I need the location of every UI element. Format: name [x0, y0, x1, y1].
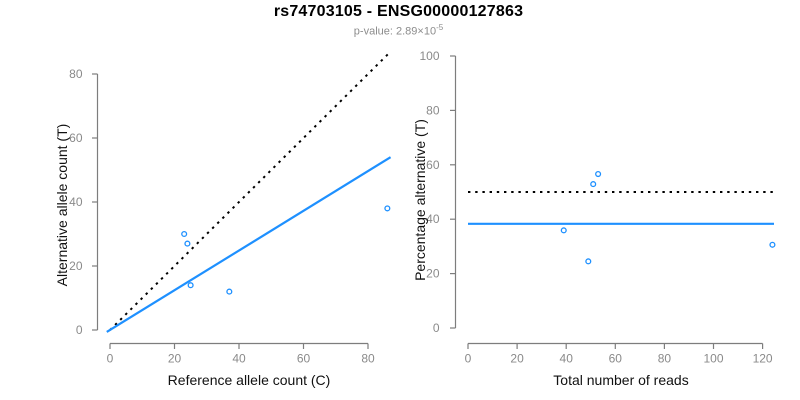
- p-value-subtitle: p-value: 2.89×10-5: [0, 23, 797, 38]
- y-tick-label: 100: [419, 49, 439, 63]
- right-x-axis-title: Total number of reads: [553, 372, 689, 388]
- data-point: [590, 181, 597, 188]
- x-tick-label: 0: [107, 352, 114, 366]
- data-point: [585, 258, 592, 265]
- y-tick-label: 20: [69, 259, 83, 273]
- left-y-axis-title: Alternative allele count (T): [54, 123, 70, 287]
- x-tick-label: 0: [465, 352, 472, 366]
- x-tick-label: 100: [703, 352, 723, 366]
- data-point: [184, 240, 191, 247]
- x-tick-label: 60: [609, 352, 623, 366]
- left-x-axis-title: Reference allele count (C): [167, 372, 331, 388]
- x-tick-label: 20: [510, 352, 524, 366]
- y-tick-label: 0: [433, 321, 440, 335]
- x-tick-label: 80: [361, 352, 375, 366]
- y-tick-label: 80: [426, 103, 440, 117]
- y-tick-label: 40: [69, 195, 83, 209]
- x-tick-label: 80: [658, 352, 672, 366]
- identity-line: [109, 52, 390, 331]
- y-tick-label: 0: [76, 323, 83, 337]
- x-tick-label: 40: [232, 352, 246, 366]
- data-point: [595, 170, 602, 178]
- y-tick-label: 80: [69, 67, 83, 81]
- x-tick-label: 120: [753, 352, 773, 366]
- data-point: [181, 230, 188, 238]
- x-tick-label: 40: [560, 352, 574, 366]
- p-value-exponent: -5: [436, 23, 444, 32]
- data-point: [187, 282, 194, 289]
- right-y-axis-title: Percentage alternative (T): [412, 119, 428, 281]
- allele-counts-plot: 0 20 40 60 80 0 20 40 60 80: [69, 52, 392, 366]
- x-tick-label: 20: [168, 352, 182, 366]
- y-tick-label: 20: [426, 267, 440, 281]
- x-tick-label: 60: [297, 352, 311, 366]
- page-title: rs74703105 - ENSG00000127863: [273, 3, 524, 20]
- y-tick-label: 40: [426, 212, 440, 226]
- regression-line: [106, 156, 392, 333]
- y-tick-label: 60: [426, 158, 440, 172]
- p-value-text: p-value: 2.89×10: [353, 25, 437, 38]
- data-point: [560, 227, 567, 234]
- data-point: [769, 241, 776, 248]
- y-tick-label: 60: [69, 131, 83, 145]
- data-point: [226, 288, 233, 295]
- percentage-alternative-plot: 0 20 40 60 80 100 0 20 40 60 80 100 120: [419, 49, 776, 366]
- data-point: [384, 205, 391, 212]
